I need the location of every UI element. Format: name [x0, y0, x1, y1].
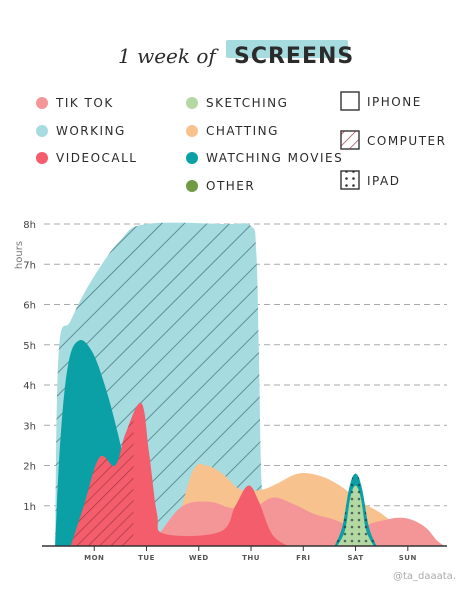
y-tick-label: 2h — [23, 462, 36, 473]
legend-devices: IPHONE COMPUTER IPAD — [340, 91, 446, 190]
iphone-swatch-icon — [340, 91, 360, 111]
ipad-swatch-icon — [340, 170, 360, 190]
y-axis-label: hours — [14, 241, 25, 269]
y-tick-label: 8h — [23, 220, 36, 231]
legend-label-computer: COMPUTER — [367, 134, 446, 148]
legend-label-working: WORKING — [56, 124, 126, 138]
legend-dot-tiktok — [36, 97, 48, 109]
title-highlight: SCREENS — [234, 44, 354, 69]
legend-label-sketching: SKETCHING — [206, 96, 288, 110]
y-tick-label: 5h — [23, 341, 36, 352]
legend-dot-other — [186, 180, 198, 192]
credit-text: @ta_daaata. — [393, 571, 456, 582]
legend-dot-watching-movies — [186, 152, 198, 164]
x-tick-label: SAT — [347, 554, 363, 562]
legend-label-ipad: IPAD — [367, 174, 400, 188]
legend-dot-working — [36, 125, 48, 137]
title-prefix: 1 week of — [118, 44, 219, 68]
area-series — [55, 222, 445, 546]
chart-title: 1 week of SCREENS — [118, 40, 354, 69]
legend-label-other: OTHER — [206, 179, 255, 193]
y-tick-label: 6h — [23, 301, 36, 312]
hatch-videocall — [70, 413, 134, 546]
legend-dot-sketching — [186, 97, 198, 109]
legend-label-watching-movies: WATCHING MOVIES — [206, 151, 343, 165]
y-tick-label: 7h — [23, 260, 36, 271]
legend-activities: TIK TOK WORKING VIDEOCALL SKETCHING CHAT… — [36, 96, 343, 193]
legend-dot-chatting — [186, 125, 198, 137]
x-tick-label: THU — [242, 554, 260, 562]
ipad-dots-texture — [334, 473, 377, 546]
legend-label-iphone: IPHONE — [367, 95, 422, 109]
legend-label-tiktok: TIK TOK — [55, 96, 114, 110]
title-highlight-swatch — [226, 40, 348, 58]
y-tick-label: 1h — [23, 502, 36, 513]
x-tick-label: SUN — [399, 554, 417, 562]
x-tick-label: FRI — [296, 554, 310, 562]
x-tick-labels: MON TUE WED THU FRI SAT SUN — [84, 546, 417, 562]
legend-label-videocall: VIDEOCALL — [56, 151, 137, 165]
computer-swatch-hatch — [341, 131, 359, 149]
x-tick-label: TUE — [138, 554, 155, 562]
y-tick-labels: 1h 2h 3h 4h 5h 6h 7h 8h — [23, 220, 36, 513]
legend-dot-videocall — [36, 152, 48, 164]
x-tick-label: WED — [189, 554, 209, 562]
y-tick-label: 4h — [23, 381, 36, 392]
legend-label-chatting: CHATTING — [206, 124, 279, 138]
x-tick-label: MON — [84, 554, 104, 562]
y-tick-label: 3h — [23, 421, 36, 432]
